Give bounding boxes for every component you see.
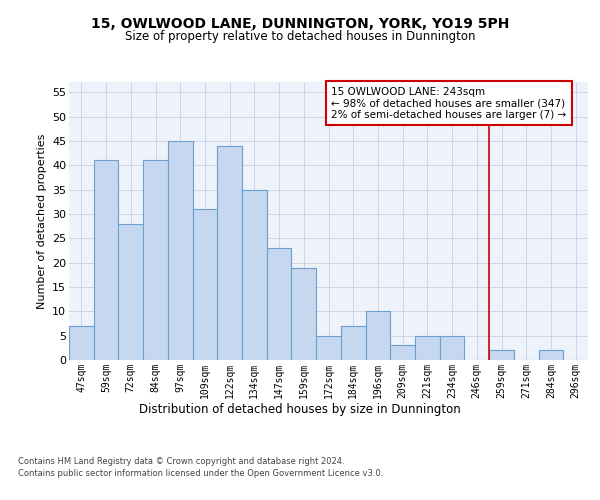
Text: Distribution of detached houses by size in Dunnington: Distribution of detached houses by size … — [139, 402, 461, 415]
Text: Contains public sector information licensed under the Open Government Licence v3: Contains public sector information licen… — [18, 468, 383, 477]
Bar — [341, 326, 365, 360]
Bar — [168, 141, 193, 360]
Bar — [365, 312, 390, 360]
Bar — [292, 268, 316, 360]
Bar — [415, 336, 440, 360]
Bar — [242, 190, 267, 360]
Y-axis label: Number of detached properties: Number of detached properties — [37, 134, 47, 309]
Bar — [193, 209, 217, 360]
Bar — [489, 350, 514, 360]
Text: 15 OWLWOOD LANE: 243sqm
← 98% of detached houses are smaller (347)
2% of semi-de: 15 OWLWOOD LANE: 243sqm ← 98% of detache… — [331, 86, 566, 120]
Text: Contains HM Land Registry data © Crown copyright and database right 2024.: Contains HM Land Registry data © Crown c… — [18, 458, 344, 466]
Bar — [539, 350, 563, 360]
Bar — [390, 346, 415, 360]
Bar — [316, 336, 341, 360]
Bar — [440, 336, 464, 360]
Bar — [69, 326, 94, 360]
Bar — [118, 224, 143, 360]
Bar — [217, 146, 242, 360]
Bar — [94, 160, 118, 360]
Text: Size of property relative to detached houses in Dunnington: Size of property relative to detached ho… — [125, 30, 475, 43]
Text: 15, OWLWOOD LANE, DUNNINGTON, YORK, YO19 5PH: 15, OWLWOOD LANE, DUNNINGTON, YORK, YO19… — [91, 18, 509, 32]
Bar — [143, 160, 168, 360]
Bar — [267, 248, 292, 360]
